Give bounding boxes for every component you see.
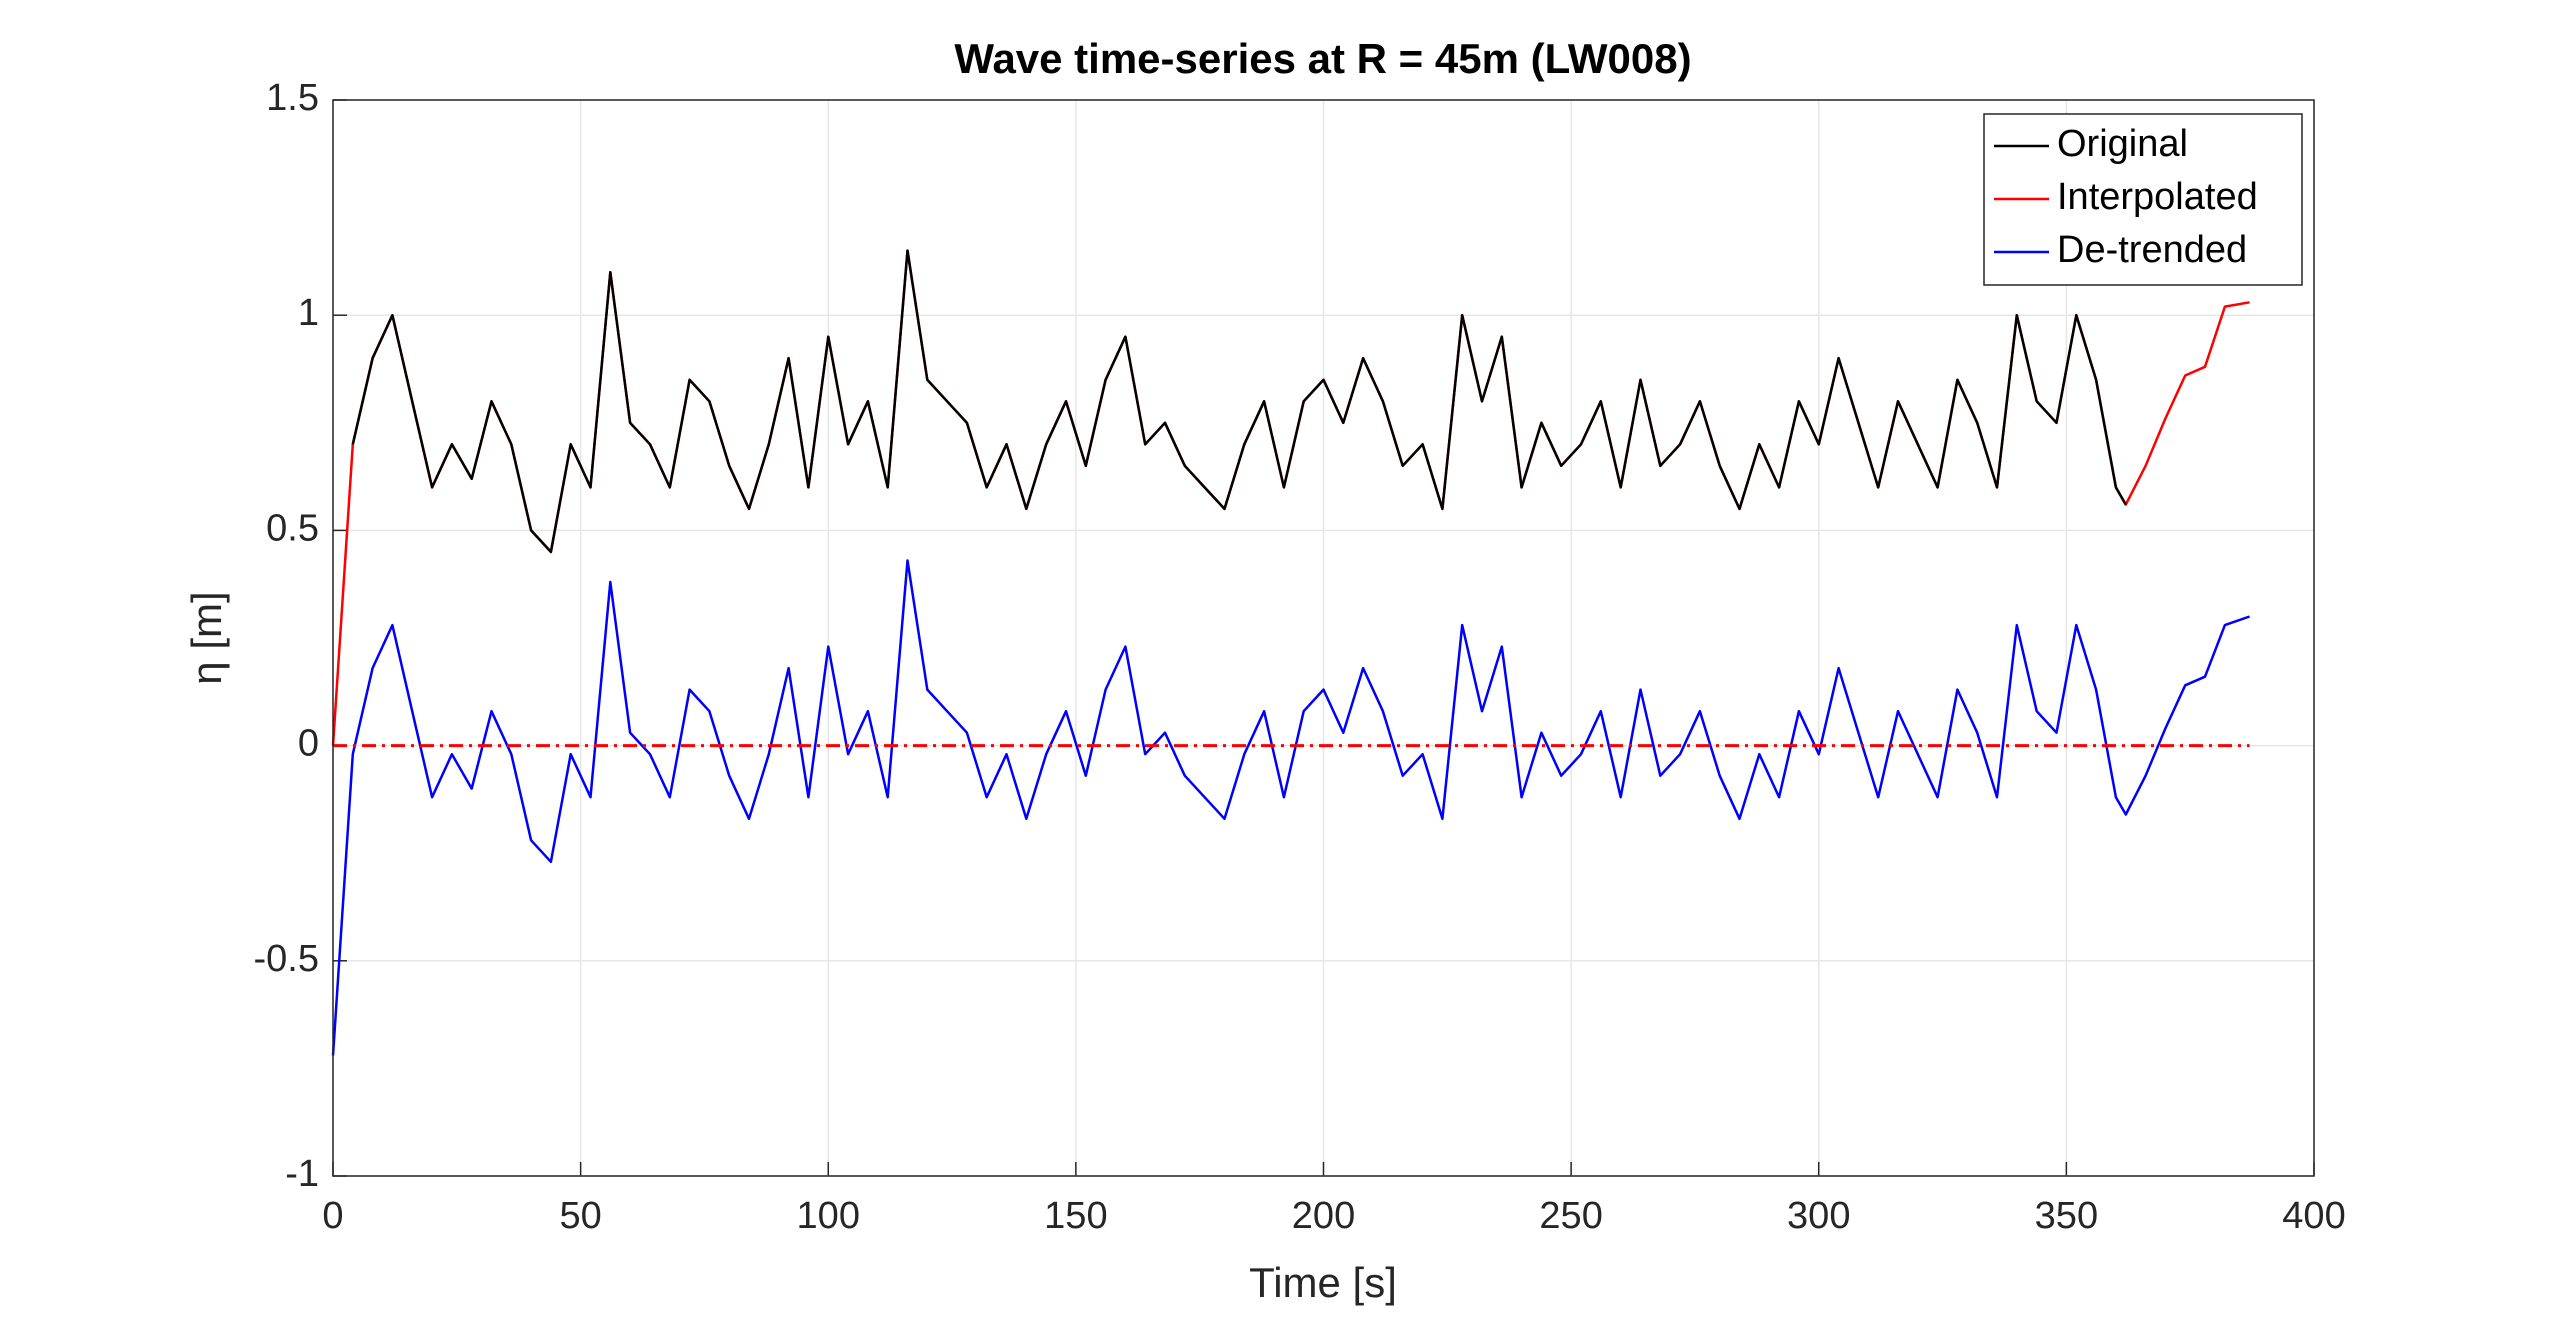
y-tick-label: 1.5 <box>266 77 319 119</box>
legend-label: Interpolated <box>2057 176 2258 218</box>
y-tick-label: -1 <box>285 1153 319 1195</box>
y-tick-label: -0.5 <box>254 938 319 980</box>
x-tick-label: 200 <box>1292 1195 1355 1237</box>
y-tick-label: 0.5 <box>266 507 319 549</box>
x-tick-label: 50 <box>559 1195 601 1237</box>
x-tick-label: 0 <box>322 1195 343 1237</box>
x-tick-label: 300 <box>1787 1195 1850 1237</box>
data-line <box>331 559 2251 1056</box>
y-tick-label: 0 <box>298 723 319 765</box>
x-tick-label: 250 <box>1539 1195 1602 1237</box>
y-tick-label: 1 <box>298 292 319 334</box>
y-axis-label: η [m] <box>183 591 230 684</box>
chart-title: Wave time-series at R = 45m (LW008) <box>954 35 1691 82</box>
legend-label: Original <box>2057 123 2188 165</box>
axes-box <box>332 99 2315 1177</box>
data-line <box>351 249 2127 554</box>
x-tick-label: 150 <box>1044 1195 1107 1237</box>
x-tick-label: 100 <box>797 1195 860 1237</box>
x-tick-label: 350 <box>2035 1195 2098 1237</box>
x-axis-label: Time [s] <box>1249 1259 1397 1306</box>
legend: Original Interpolated De-trended <box>1983 113 2303 286</box>
legend-label: De-trended <box>2057 229 2247 271</box>
x-tick-label: 400 <box>2282 1195 2345 1237</box>
